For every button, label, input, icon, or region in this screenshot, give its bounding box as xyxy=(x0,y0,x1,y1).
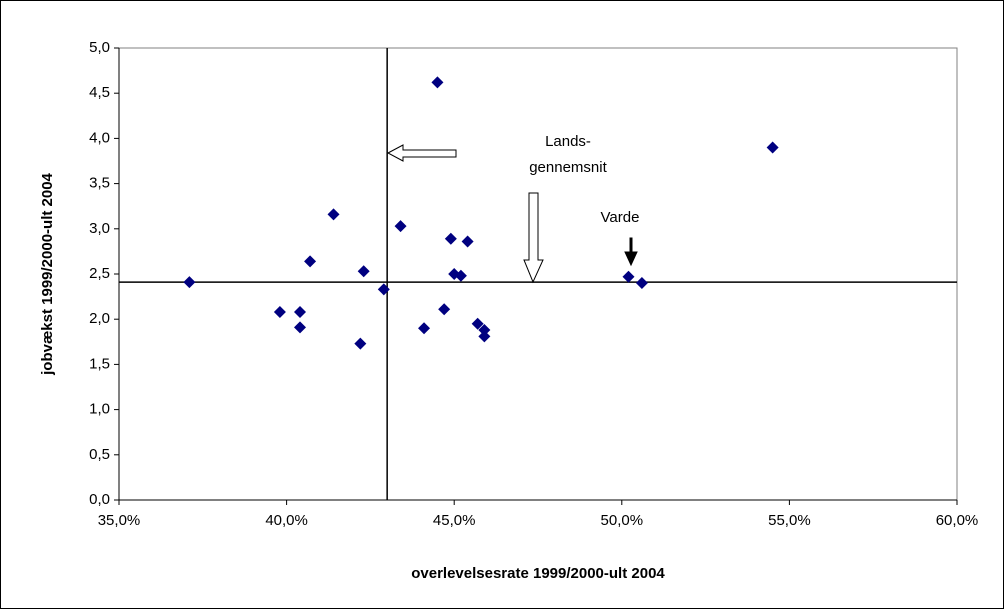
annotation: Lands- xyxy=(545,133,591,150)
x-tick-label: 55,0% xyxy=(768,512,811,529)
y-tick-label: 3,5 xyxy=(89,175,110,192)
y-tick-label: 5,0 xyxy=(89,39,110,56)
y-tick-label: 4,5 xyxy=(89,84,110,101)
point xyxy=(431,76,444,89)
y-tick-label: 4,0 xyxy=(89,129,110,146)
arrow xyxy=(624,237,638,267)
y-axis-label: jobvækst 1999/2000-ult 2004 xyxy=(39,172,56,375)
point xyxy=(327,208,340,221)
point xyxy=(377,283,390,296)
point xyxy=(183,276,196,289)
point xyxy=(478,330,491,343)
y-tick-label: 0,0 xyxy=(89,491,110,508)
x-tick-label: 50,0% xyxy=(601,512,644,529)
point xyxy=(471,317,484,330)
point xyxy=(294,305,307,318)
point xyxy=(304,255,317,268)
annotation: Varde xyxy=(601,209,640,226)
point xyxy=(354,337,367,350)
x-axis-label: overlevelsesrate 1999/2000-ult 2004 xyxy=(411,565,665,582)
arrow xyxy=(523,192,544,284)
x-tick-label: 60,0% xyxy=(936,512,979,529)
point xyxy=(622,270,635,283)
point xyxy=(394,220,407,233)
y-tick-label: 3,0 xyxy=(89,220,110,237)
point xyxy=(294,321,307,334)
point xyxy=(357,265,370,278)
arrow xyxy=(386,144,457,162)
point xyxy=(438,303,451,316)
y-tick-label: 0,5 xyxy=(89,446,110,463)
point xyxy=(444,232,457,245)
point xyxy=(461,235,474,248)
y-tick-label: 2,5 xyxy=(89,265,110,282)
x-tick-label: 35,0% xyxy=(98,512,141,529)
annotation: gennemsnit xyxy=(529,159,607,176)
x-tick-label: 40,0% xyxy=(265,512,308,529)
point xyxy=(273,305,286,318)
point xyxy=(766,141,779,154)
y-tick-label: 1,0 xyxy=(89,401,110,418)
y-tick-label: 2,0 xyxy=(89,310,110,327)
point xyxy=(418,322,431,335)
point xyxy=(454,269,467,282)
x-tick-label: 45,0% xyxy=(433,512,476,529)
point xyxy=(635,277,648,290)
y-tick-label: 1,5 xyxy=(89,355,110,372)
point xyxy=(478,324,491,337)
